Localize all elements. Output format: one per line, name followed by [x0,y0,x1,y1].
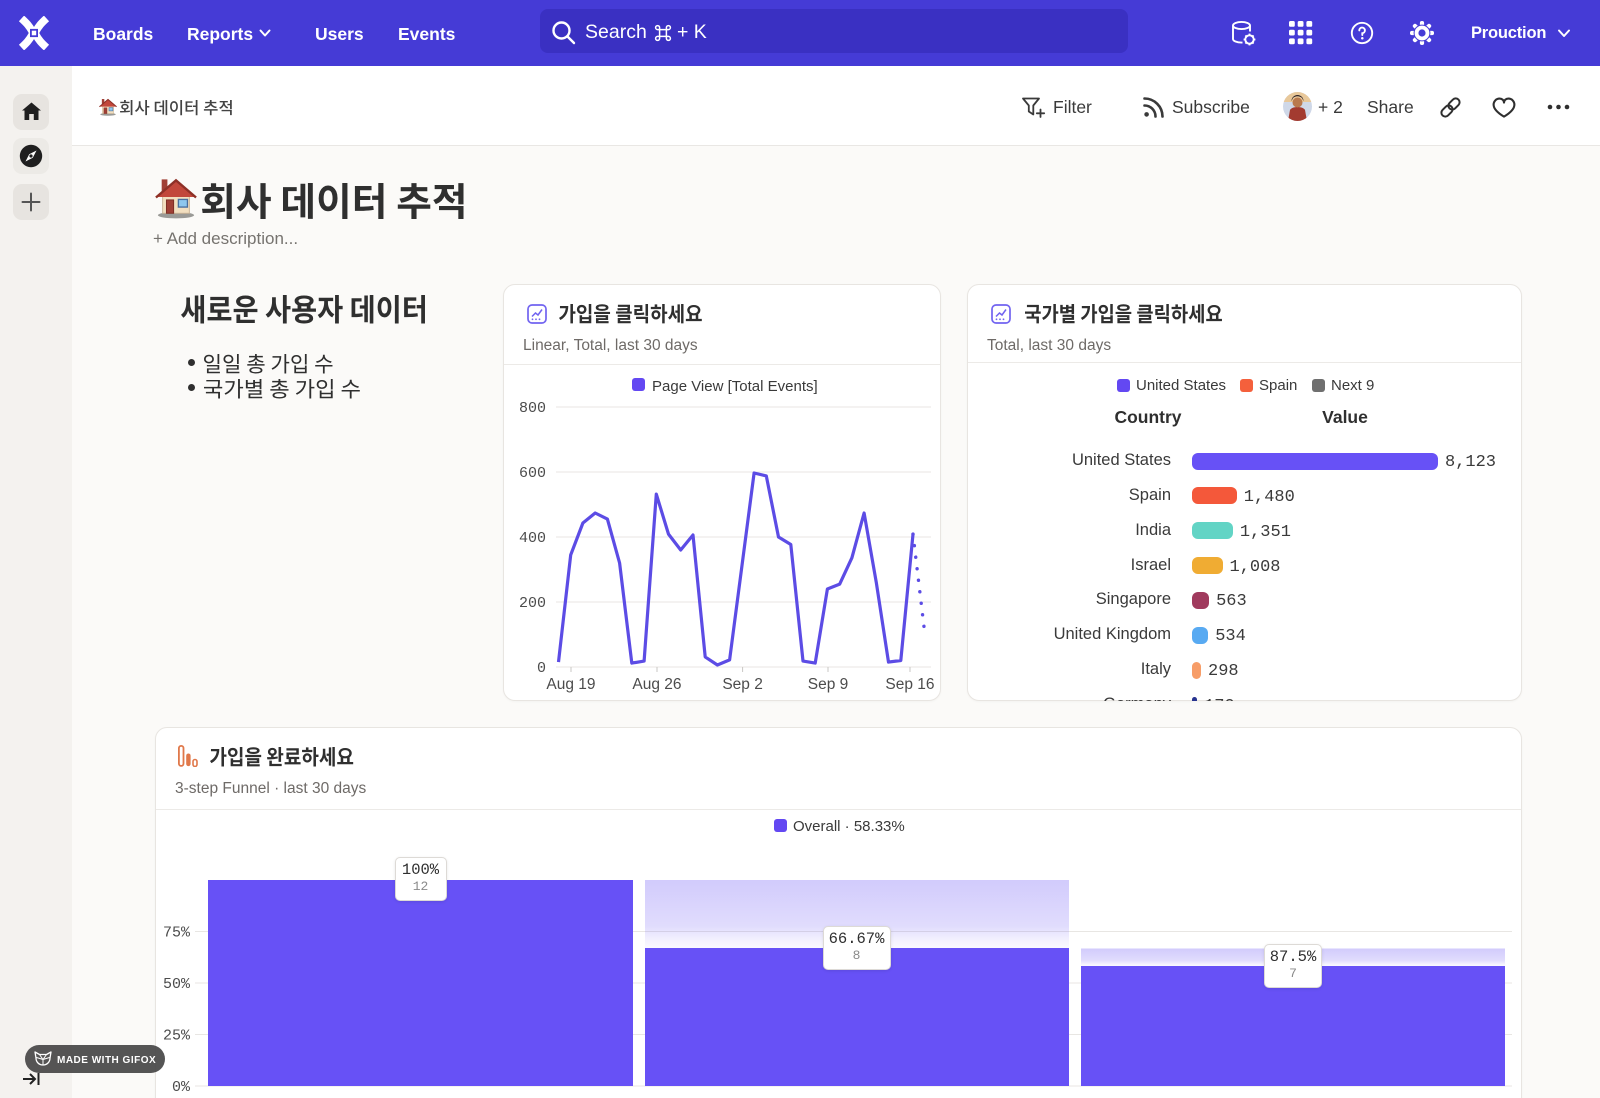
svg-text:25%: 25% [163,1028,191,1045]
svg-text:Aug 26: Aug 26 [632,676,681,693]
svg-text:Aug 19: Aug 19 [546,676,595,693]
svg-text:Sep 9: Sep 9 [808,676,849,693]
svg-text:800: 800 [519,400,546,417]
svg-text:0%: 0% [172,1079,191,1096]
svg-text:75%: 75% [163,925,191,942]
svg-text:400: 400 [519,530,546,547]
svg-text:Sep 16: Sep 16 [885,676,934,693]
svg-text:600: 600 [519,465,546,482]
svg-text:200: 200 [519,595,546,612]
svg-text:Sep 2: Sep 2 [722,676,763,693]
svg-text:0: 0 [537,660,546,677]
svg-text:50%: 50% [163,976,191,993]
